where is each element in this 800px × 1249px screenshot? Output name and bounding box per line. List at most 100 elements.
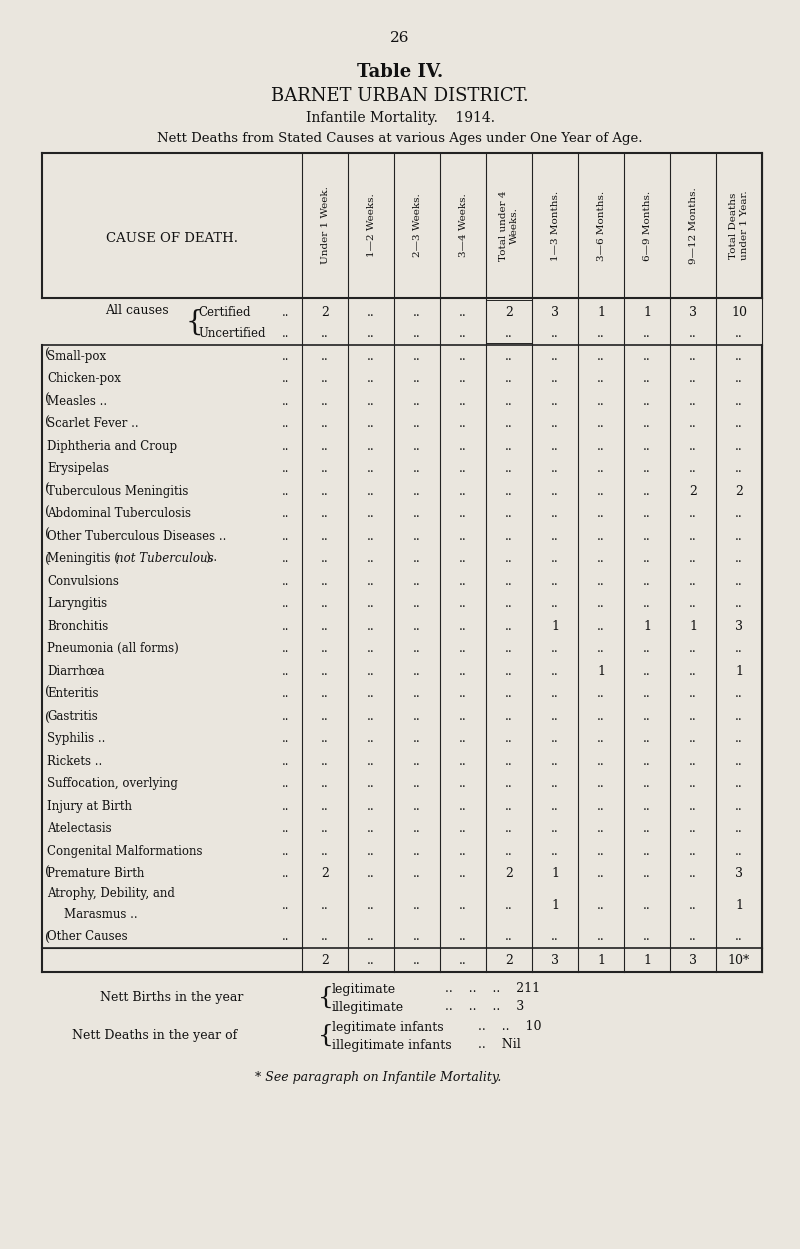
Text: Other Tuberculous Diseases ..: Other Tuberculous Diseases .. <box>47 530 226 543</box>
Text: ..: .. <box>282 777 290 791</box>
Text: ..    ..    ..    3: .. .. .. 3 <box>445 1000 524 1013</box>
Text: ..: .. <box>282 462 290 476</box>
Text: ..: .. <box>459 485 467 498</box>
Text: Diarrhœa: Diarrhœa <box>47 664 105 678</box>
Text: ..: .. <box>321 777 329 791</box>
Text: ..: .. <box>367 306 375 318</box>
Text: ..: .. <box>459 953 467 967</box>
Text: (: ( <box>45 932 50 945</box>
Text: ..: .. <box>551 462 559 476</box>
Text: ..: .. <box>551 395 559 407</box>
Text: 1: 1 <box>643 620 651 633</box>
Text: ..: .. <box>321 687 329 701</box>
Text: 3: 3 <box>735 867 743 881</box>
Text: ..: .. <box>282 709 290 723</box>
Text: ..: .. <box>551 799 559 813</box>
Text: ..: .. <box>282 931 290 943</box>
Text: ..: .. <box>413 664 421 678</box>
Text: ..: .. <box>282 899 290 912</box>
Text: Diphtheria and Croup: Diphtheria and Croup <box>47 440 177 452</box>
Text: ..: .. <box>551 664 559 678</box>
Text: ..: .. <box>735 575 743 588</box>
Text: ..: .. <box>459 709 467 723</box>
Text: All causes: All causes <box>105 304 169 316</box>
Text: ..: .. <box>689 867 697 881</box>
Text: ..: .. <box>643 844 651 858</box>
Text: ..: .. <box>367 597 375 611</box>
Text: ..: .. <box>735 417 743 430</box>
Text: ..: .. <box>551 372 559 385</box>
Text: ..: .. <box>505 507 513 521</box>
Text: (: ( <box>45 393 50 406</box>
Text: ..: .. <box>282 530 290 543</box>
Text: ..: .. <box>367 642 375 656</box>
Text: 1: 1 <box>551 899 559 912</box>
Text: illegitimate: illegitimate <box>332 1000 404 1013</box>
Text: Meningitis (: Meningitis ( <box>47 552 119 566</box>
Text: ..: .. <box>597 844 605 858</box>
Text: ..: .. <box>505 597 513 611</box>
Text: ..: .. <box>321 709 329 723</box>
Text: ..: .. <box>282 440 290 452</box>
Text: ..: .. <box>459 395 467 407</box>
Text: (: ( <box>45 416 50 428</box>
Text: ..: .. <box>689 395 697 407</box>
Text: ..: .. <box>597 754 605 768</box>
Text: ..: .. <box>459 462 467 476</box>
Text: ..: .. <box>597 687 605 701</box>
Text: ..: .. <box>505 462 513 476</box>
Text: ..: .. <box>643 822 651 836</box>
Text: Nett Births in the year: Nett Births in the year <box>100 990 243 1003</box>
Text: 1: 1 <box>551 620 559 633</box>
Text: not Tuberculous: not Tuberculous <box>116 552 214 566</box>
Text: Atelectasis: Atelectasis <box>47 822 112 836</box>
Text: ..: .. <box>689 507 697 521</box>
Text: ..: .. <box>413 575 421 588</box>
Text: ..: .. <box>413 372 421 385</box>
Text: ..: .. <box>505 552 513 566</box>
Text: 2: 2 <box>321 867 329 881</box>
Text: ..: .. <box>321 326 329 340</box>
Text: ..: .. <box>505 372 513 385</box>
Text: Enteritis: Enteritis <box>47 687 98 701</box>
Text: ..: .. <box>597 799 605 813</box>
Text: ..: .. <box>282 664 290 678</box>
Text: ..: .. <box>597 417 605 430</box>
Text: ..: .. <box>367 953 375 967</box>
Text: ..: .. <box>643 326 651 340</box>
Text: Congenital Malformations: Congenital Malformations <box>47 844 202 858</box>
Text: ..: .. <box>643 867 651 881</box>
Text: ..: .. <box>282 799 290 813</box>
Text: ..: .. <box>551 575 559 588</box>
Text: Infantile Mortality.    1914.: Infantile Mortality. 1914. <box>306 111 494 125</box>
Text: ..: .. <box>597 350 605 362</box>
Text: ..: .. <box>597 931 605 943</box>
Text: Chicken-pox: Chicken-pox <box>47 372 121 385</box>
Text: Suffocation, overlying: Suffocation, overlying <box>47 777 178 791</box>
Text: ..: .. <box>643 485 651 498</box>
Text: Injury at Birth: Injury at Birth <box>47 799 132 813</box>
Text: ..: .. <box>597 899 605 912</box>
Text: Table IV.: Table IV. <box>357 62 443 81</box>
Text: ..: .. <box>459 372 467 385</box>
Text: ..: .. <box>505 326 513 340</box>
Text: ..: .. <box>551 709 559 723</box>
Text: ..: .. <box>367 552 375 566</box>
Text: ..: .. <box>282 326 290 340</box>
Text: ..: .. <box>643 372 651 385</box>
Text: ..: .. <box>413 597 421 611</box>
Text: ..: .. <box>551 822 559 836</box>
Text: ..: .. <box>459 754 467 768</box>
Text: ..: .. <box>689 552 697 566</box>
Text: ..: .. <box>597 485 605 498</box>
Text: ..: .. <box>459 326 467 340</box>
Text: ..: .. <box>282 867 290 881</box>
Text: ..: .. <box>321 417 329 430</box>
Text: 3: 3 <box>689 953 697 967</box>
Text: ..: .. <box>321 350 329 362</box>
Text: ..: .. <box>597 867 605 881</box>
Text: ..: .. <box>367 507 375 521</box>
Text: ..: .. <box>643 899 651 912</box>
Text: ..: .. <box>643 642 651 656</box>
Text: ..: .. <box>413 507 421 521</box>
